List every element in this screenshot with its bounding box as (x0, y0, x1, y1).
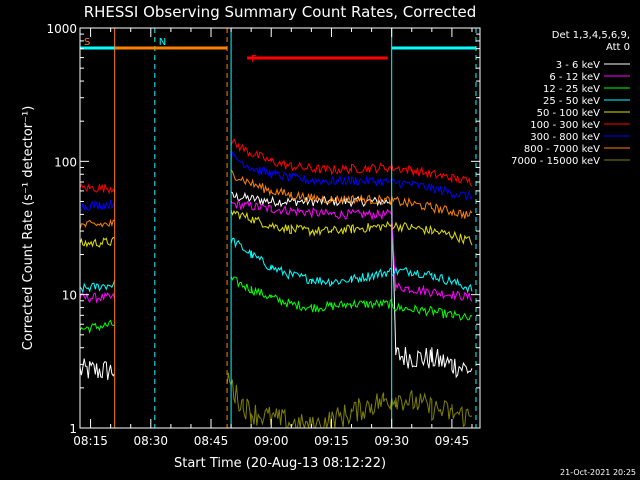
region-label-s: S (84, 37, 90, 48)
timestamp: 21-Oct-2021 20:25 (560, 468, 636, 477)
legend-header-line: Det 1,3,4,5,6,9, (552, 30, 630, 41)
legend-header-line: Att 0 (606, 42, 630, 53)
series-line-5 (79, 209, 473, 248)
y-tick-label: 1 (69, 422, 77, 436)
legend-label-3: 12 - 25 keV (543, 84, 600, 95)
legend-label-5: 50 - 100 keV (537, 108, 601, 119)
x-tick-label: 08:30 (133, 434, 168, 448)
x-axis-label: Start Time (20-Aug-13 08:12:22) (174, 456, 386, 471)
series-line-6 (79, 138, 473, 195)
series-line-7 (79, 151, 473, 212)
series-layer (79, 138, 473, 429)
series-line-4 (79, 237, 473, 294)
legend-label-1: 3 - 6 keV (556, 60, 600, 71)
legend-label-8: 800 - 7000 keV (524, 144, 600, 155)
legend-label-9: 7000 - 15000 keV (511, 156, 600, 167)
x-tick-label: 08:15 (73, 434, 108, 448)
series-line-2 (79, 199, 473, 304)
plot-frame (79, 27, 481, 429)
x-tick-label: 09:30 (374, 434, 409, 448)
y-tick-label: 1000 (46, 22, 77, 36)
legend-label-7: 300 - 800 keV (530, 132, 600, 143)
series-line-8 (79, 169, 473, 230)
legend-label-6: 100 - 300 keV (530, 120, 600, 131)
x-tick-label: 09:15 (314, 434, 349, 448)
legend-label-2: 6 - 12 keV (549, 72, 600, 83)
region-label-n: N (159, 37, 166, 48)
x-tick-label: 08:45 (194, 434, 229, 448)
x-tick-label: 09:00 (254, 434, 289, 448)
region-label-f: F (251, 54, 257, 65)
legend-label-4: 25 - 50 keV (543, 96, 600, 107)
y-tick-label: 100 (54, 155, 77, 169)
y-axis-label: Corrected Count Rate (s⁻¹ detector⁻¹) (21, 106, 36, 351)
tick-layer: 1 10 100 1000 08:15 08:30 08:45 09:00 09:15 09:30… (46, 22, 480, 448)
series-line-1 (79, 191, 473, 380)
series-line-9 (226, 372, 473, 429)
y-tick-label: 10 (62, 289, 77, 303)
x-tick-label: 09:45 (435, 434, 470, 448)
chart-title: RHESSI Observing Summary Count Rates, Co… (84, 3, 477, 21)
series-line-3 (79, 276, 473, 334)
